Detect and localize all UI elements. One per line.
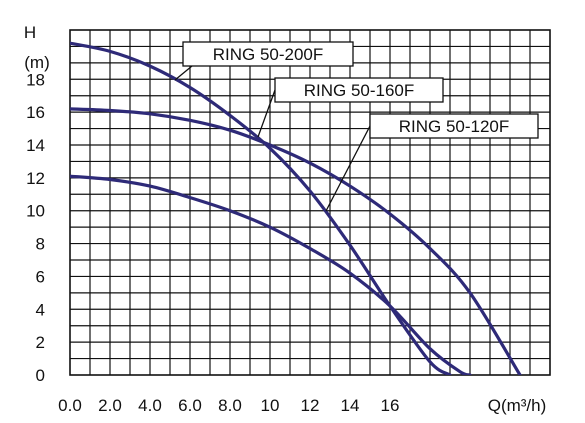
callout-label: RING 50-200F	[213, 45, 324, 64]
x-tick-label: 16	[381, 396, 400, 415]
y-tick-label: 10	[26, 202, 45, 221]
callout-box	[369, 113, 539, 139]
y-tick-label: 16	[26, 103, 45, 122]
callouts: RING 50-200F RING 50-160F RING 50-120F	[174, 41, 539, 212]
series-lines	[70, 41, 522, 375]
x-tick-label: 0.0	[58, 396, 82, 415]
y-axis-label-symbol: H	[24, 23, 36, 42]
callout-leader-line	[174, 65, 193, 81]
callout-label: RING 50-120F	[399, 117, 510, 136]
x-tick-label: 8.0	[218, 396, 242, 415]
grid	[69, 29, 551, 376]
y-tick-label: 6	[36, 267, 45, 286]
x-tick-label: 12	[301, 396, 320, 415]
callout-box	[274, 77, 444, 103]
x-tick-label: 14	[341, 396, 360, 415]
plot-frame	[69, 29, 551, 376]
callout-leader-line	[325, 125, 371, 212]
series-ring-50-160f-line	[70, 107, 522, 375]
y-axis-label-unit: (m)	[24, 53, 49, 72]
x-tick-label: 10	[261, 396, 280, 415]
y-tick-label: 0	[36, 366, 45, 385]
y-tick-label: 2	[36, 333, 45, 352]
x-tick-label: 4.0	[138, 396, 162, 415]
x-tick-labels: 0.0 2.0 4.0 6.0 8.0 10 12 14 16	[58, 396, 399, 415]
y-tick-label: 14	[26, 136, 45, 155]
y-tick-label: 12	[26, 169, 45, 188]
y-tick-label: 8	[36, 235, 45, 254]
y-tick-label: 4	[36, 300, 45, 319]
x-tick-label: 6.0	[178, 396, 202, 415]
y-tick-label: 18	[26, 70, 45, 89]
y-tick-labels: 0 2 4 6 8 10 12 14 16 18	[26, 70, 45, 385]
x-axis-label: Q(m³/h)	[488, 396, 547, 415]
callout-label: RING 50-160F	[304, 81, 415, 100]
x-tick-label: 2.0	[98, 396, 122, 415]
series-ring-50-120f-line	[70, 174, 472, 375]
callout-leader-line	[257, 89, 276, 138]
callout-box	[182, 41, 354, 67]
series-ring-50-200f-line	[70, 41, 452, 375]
